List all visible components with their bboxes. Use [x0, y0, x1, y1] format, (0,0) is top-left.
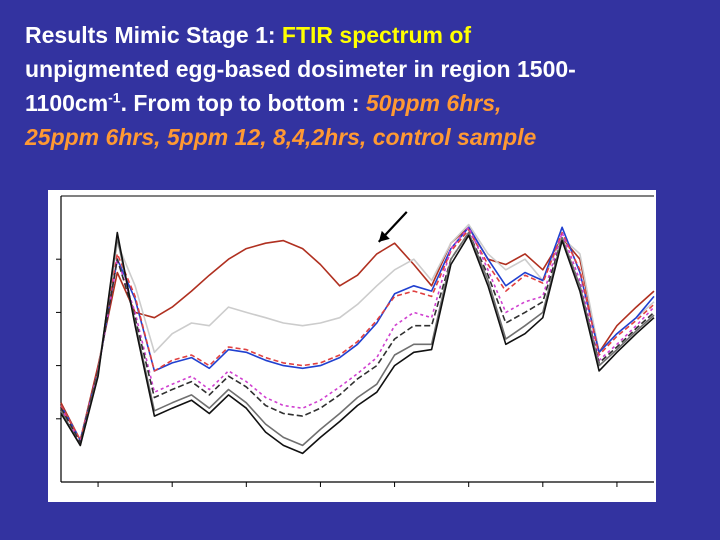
title-order-1: 50ppm 6hrs, — [365, 90, 502, 116]
ftir-chart-svg — [56, 195, 655, 487]
title-order-2: 25ppm 6hrs, 5ppm 12, 8,4,2hrs, control s… — [25, 124, 537, 150]
spectrum-line-3 — [60, 229, 655, 441]
title-line2: unpigmented egg-based dosimeter in regio… — [25, 56, 576, 82]
title-prefix: Results Mimic Stage 1: — [25, 22, 282, 48]
spectrum-line-7 — [60, 231, 655, 455]
title-superscript: -1 — [108, 89, 121, 106]
title-line3-pre: 1100cm — [25, 90, 109, 116]
spectrum-line-0 — [60, 226, 655, 441]
spectrum-line-4 — [60, 226, 655, 444]
spectrum-line-1 — [60, 223, 655, 441]
spectrum-line-2 — [60, 226, 655, 441]
spectrum-line-5 — [60, 231, 655, 444]
title-line3-post: . From top to bottom : — [120, 90, 366, 116]
ftir-chart — [48, 190, 656, 502]
title-highlight: FTIR spectrum of — [281, 22, 472, 48]
slide-title: Results Mimic Stage 1: FTIR spectrum of … — [25, 18, 705, 154]
spectrum-line-6 — [60, 231, 655, 447]
annotation-arrow-head-0 — [378, 230, 390, 242]
